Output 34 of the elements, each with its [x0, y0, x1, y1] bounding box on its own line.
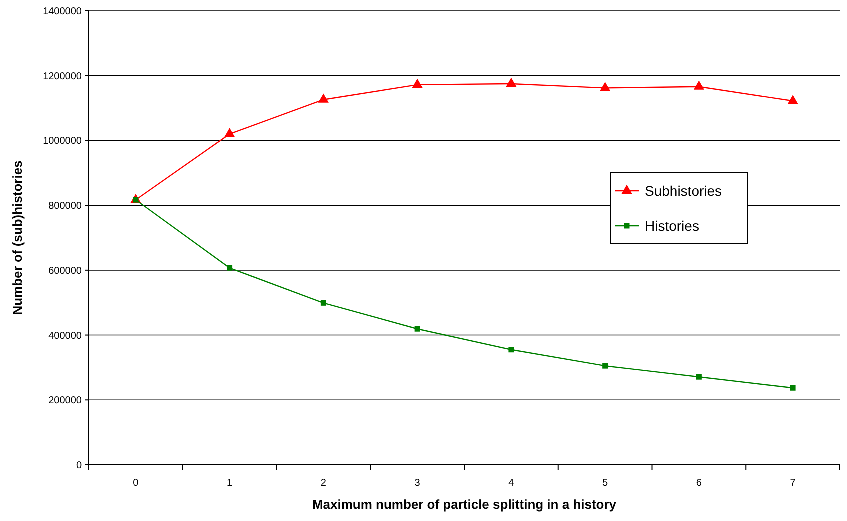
point — [318, 94, 329, 103]
point — [790, 385, 796, 391]
legend-label: Histories — [645, 218, 700, 234]
y-tick-label: 1400000 — [43, 6, 82, 18]
y-tick-label: 1200000 — [43, 71, 82, 82]
point — [506, 78, 517, 88]
x-tick-label: 0 — [133, 478, 140, 489]
x-tick-label: 7 — [790, 478, 796, 489]
y-tick-label: 800000 — [48, 201, 82, 212]
y-tick-label: 200000 — [48, 396, 82, 407]
x-tick-label: 3 — [414, 478, 421, 489]
x-tick-label: 6 — [696, 478, 702, 489]
point — [414, 326, 420, 332]
point — [508, 347, 514, 353]
x-tick-label: 5 — [602, 478, 609, 489]
point — [788, 95, 798, 104]
point — [602, 363, 608, 369]
x-tick-label: 2 — [320, 478, 327, 489]
y-tick-label: 400000 — [48, 330, 82, 342]
point — [600, 82, 611, 92]
point — [227, 265, 233, 271]
point — [320, 300, 326, 306]
point — [224, 128, 236, 138]
x-tick-label: 4 — [508, 478, 515, 489]
point — [696, 374, 702, 380]
legend-label: Subhistories — [645, 182, 722, 199]
y-axis-title: Number of (sub)histories — [10, 160, 25, 316]
point — [694, 80, 704, 90]
y-tick-label: 0 — [76, 460, 82, 472]
y-tick-label: 600000 — [48, 266, 82, 277]
y-tick-label: 1000000 — [43, 136, 82, 148]
x-tick-label: 1 — [227, 478, 234, 489]
x-axis-title: Maximum number of particle splitting in a history — [312, 497, 618, 512]
point — [412, 78, 423, 88]
